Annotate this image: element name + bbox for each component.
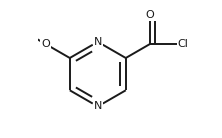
Text: Cl: Cl [178,39,189,49]
Text: O: O [41,39,50,49]
Text: N: N [94,101,102,112]
Text: N: N [94,37,102,47]
Text: O: O [146,10,154,20]
